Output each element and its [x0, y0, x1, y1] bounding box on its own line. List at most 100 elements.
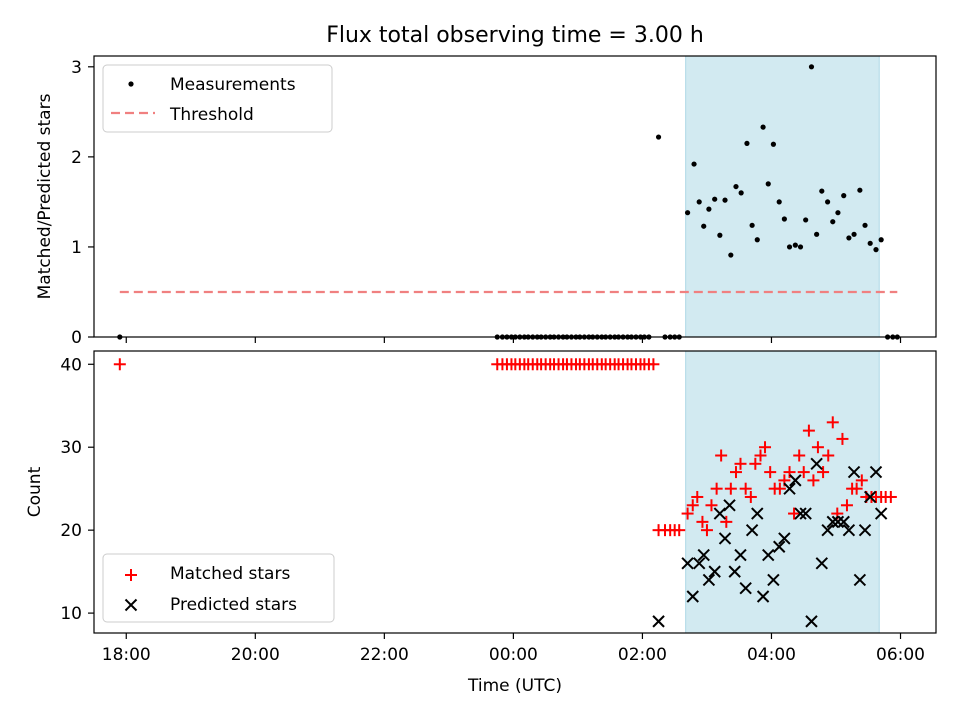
matched-star-point — [802, 424, 815, 437]
measurement-point — [701, 223, 707, 229]
predicted-star-point-b — [805, 615, 818, 628]
predicted-star-point-b — [874, 507, 888, 520]
bottom-y-axis-label: Count — [25, 466, 45, 517]
measurement-point — [786, 244, 793, 250]
legend-predicted-label: Predicted stars — [170, 595, 297, 615]
x-tick-label: 00:00 — [489, 645, 538, 665]
bottom-axes-frame — [93, 350, 937, 634]
legend-matched-marker — [125, 569, 137, 581]
matched-star-point — [734, 457, 747, 470]
predicted-star-point — [739, 582, 752, 595]
legend-predicted-marker-b — [124, 598, 138, 612]
predicted-star-point — [718, 532, 732, 545]
matched-star-point — [793, 449, 806, 462]
measurement-point — [830, 219, 836, 225]
predicted-star-point — [842, 523, 856, 537]
measurement-point — [862, 222, 868, 228]
measurement-point — [819, 188, 825, 194]
matched-star-point — [696, 515, 709, 528]
bottom-axes: 10 20 30 40 18:00 20:00 22:00 00:00 02:00 04:00 06… — [60, 355, 925, 665]
predicted-star-point-b — [778, 532, 791, 545]
predicted-star-point-b — [863, 490, 877, 504]
top-legend-box — [102, 64, 333, 133]
predicted-star-point — [652, 615, 665, 628]
predicted-star-point-b — [773, 540, 786, 553]
matched-star-point — [673, 524, 686, 537]
predicted-star-point — [810, 457, 823, 471]
predicted-star-point-b — [702, 573, 716, 587]
predicted-star-point — [686, 590, 699, 603]
measurement-point — [808, 64, 815, 70]
y-tick-label: 3 — [71, 58, 82, 78]
matched-star-point — [113, 358, 126, 371]
y-tick-label: 2 — [71, 148, 82, 168]
measurement-point — [857, 187, 863, 193]
predicted-star-point — [789, 474, 802, 487]
predicted-star-point-b — [686, 590, 699, 603]
top-shaded-span — [685, 55, 880, 338]
matched-star-point — [647, 358, 660, 371]
predicted-star-point-b — [842, 523, 856, 537]
measurement-point — [846, 235, 852, 241]
predicted-star-point — [831, 515, 845, 529]
predicted-star-point-b — [693, 557, 706, 570]
matched-star-point — [754, 449, 767, 462]
predicted-star-point-b — [858, 523, 872, 537]
matched-star-point — [715, 449, 728, 462]
predicted-star-point-b — [810, 457, 823, 471]
predicted-star-point — [869, 465, 883, 479]
predicted-star-point-b — [837, 515, 850, 529]
matched-star-point — [764, 466, 777, 479]
matched-star-point — [700, 524, 713, 537]
predicted-star-point-b — [762, 548, 775, 562]
measurement-point — [814, 231, 820, 237]
predicted-star-point — [756, 590, 770, 603]
x-tick-label: 04:00 — [747, 645, 796, 665]
measurement-point — [803, 217, 809, 223]
predicted-star-point — [708, 565, 721, 578]
matched-star-point — [686, 499, 699, 512]
predicted-star-point — [778, 532, 791, 545]
bottom-shaded-span — [685, 350, 880, 634]
measurement-point — [722, 197, 728, 203]
matched-star-point — [691, 490, 704, 503]
predicted-star-point — [734, 548, 747, 562]
matched-star-point — [749, 457, 762, 470]
predicted-star-point-b — [723, 499, 736, 512]
matched-star-point — [836, 432, 849, 445]
matched-star-point — [826, 416, 839, 429]
matched-star-point — [759, 441, 772, 454]
predicted-star-point — [847, 465, 861, 479]
predicted-star-point-b — [821, 523, 834, 537]
matched-star-point — [822, 449, 835, 462]
predicted-star-point — [783, 482, 796, 495]
predicted-star-point — [728, 565, 741, 578]
predicted-star-point — [751, 507, 764, 520]
y-tick-label: 40 — [60, 355, 82, 375]
x-tick-label: 20:00 — [231, 645, 280, 665]
x-tick-label: 22:00 — [360, 645, 409, 665]
predicted-star-point-b — [739, 582, 752, 595]
matched-star-point — [729, 466, 742, 479]
y-tick-label: 1 — [71, 238, 82, 258]
predicted-star-point-b — [697, 548, 710, 562]
measurement-point — [655, 134, 662, 140]
matched-star-point — [850, 482, 863, 495]
predicted-star-point — [762, 548, 775, 562]
measurement-point — [825, 199, 831, 205]
predicted-star-point — [805, 615, 818, 628]
matched-star-point — [705, 499, 718, 512]
predicted-star-point — [745, 523, 759, 537]
predicted-star-point — [693, 557, 706, 570]
y-tick-label: 20 — [60, 521, 82, 541]
measurement-point — [841, 192, 847, 199]
matched-star-point — [773, 482, 786, 495]
bottom-legend: Matched stars Predicted stars — [102, 553, 335, 623]
predicted-star-point-b — [783, 482, 796, 495]
top-axes-frame — [93, 55, 937, 338]
bottom-legend-box — [102, 553, 335, 623]
predicted-star-point — [821, 523, 834, 537]
predicted-star-point — [853, 573, 867, 587]
x-tick-label: 18:00 — [102, 645, 151, 665]
measurement-point — [873, 247, 879, 253]
